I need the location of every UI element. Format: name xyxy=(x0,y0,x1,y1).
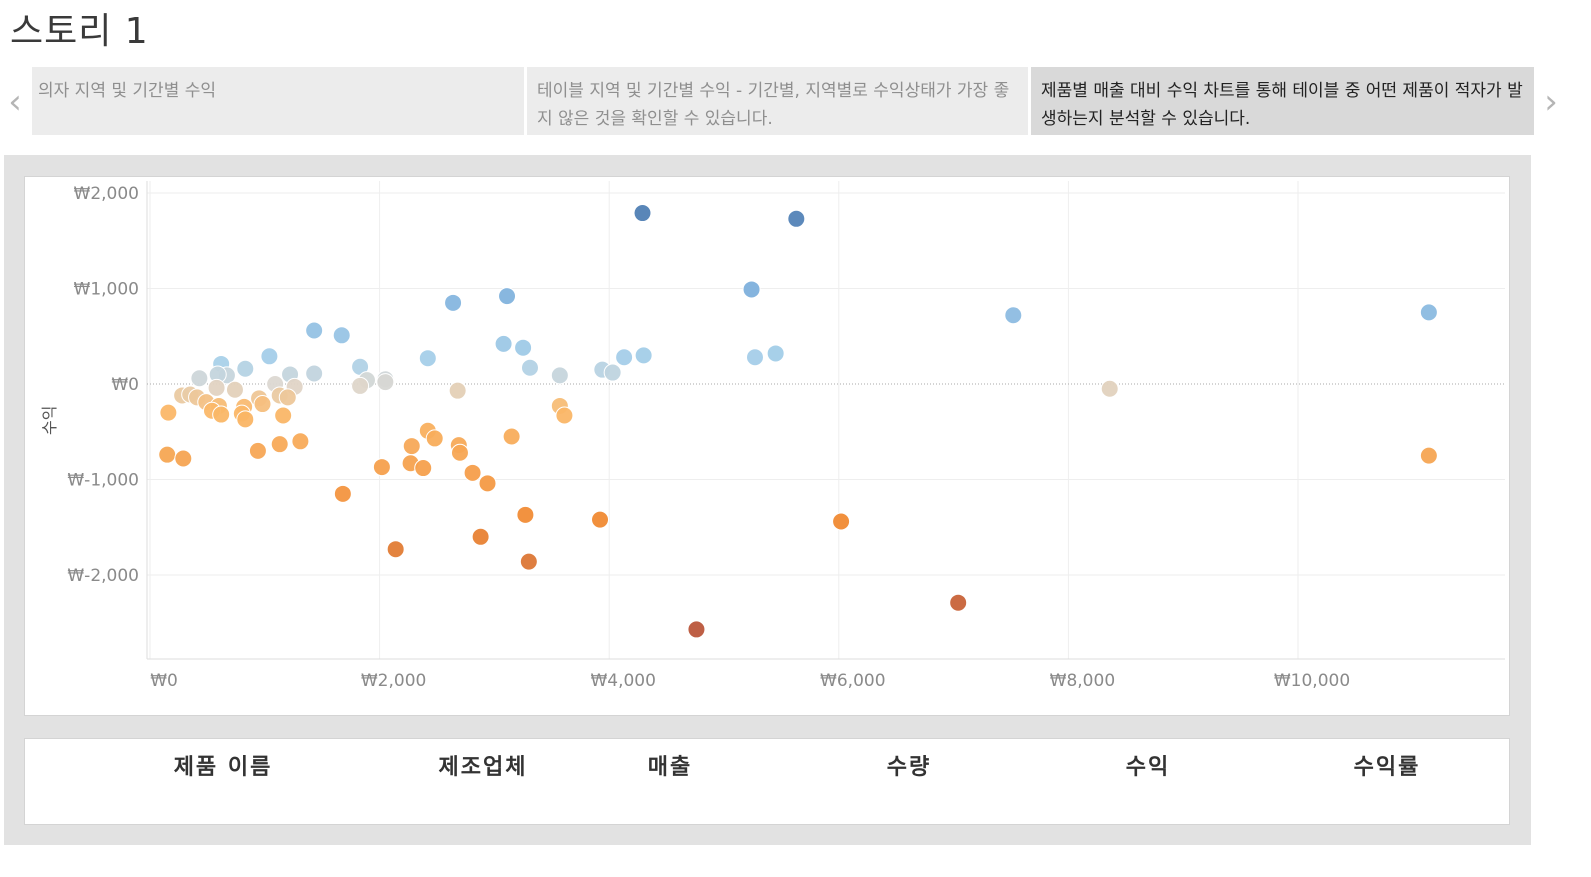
scatter-point xyxy=(253,395,272,414)
scatter-point xyxy=(555,406,574,425)
product-table-panel: 제품 이름 제조업체 매출 수량 수익 수익률 xyxy=(24,738,1510,825)
scatter-point xyxy=(550,366,569,385)
scatter-point xyxy=(633,204,652,223)
scatter-point xyxy=(190,369,209,388)
scatter-point xyxy=(291,432,310,451)
scatter-point xyxy=(278,388,297,407)
column-header-product-name[interactable]: 제품 이름 xyxy=(173,755,273,780)
scatter-point xyxy=(516,505,535,524)
scatter-point xyxy=(425,429,444,448)
x-tick-label: ₩0 xyxy=(150,671,178,691)
scatter-point xyxy=(386,540,405,559)
scatter-point xyxy=(444,293,463,312)
scatter-point xyxy=(1004,306,1023,325)
scatter-point xyxy=(615,348,634,367)
x-tick-label: ₩4,000 xyxy=(590,671,655,691)
scatter-point xyxy=(236,410,255,429)
scatter-point xyxy=(502,427,521,446)
column-header-manufacturer[interactable]: 제조업체 xyxy=(438,755,528,780)
scatter-point xyxy=(1419,303,1438,322)
scatter-point xyxy=(603,363,622,382)
scatter-point xyxy=(158,445,177,464)
scatter-point xyxy=(766,344,785,363)
scatter-point xyxy=(270,435,289,454)
story-point-1-label: 의자 지역 및 기간별 수익 xyxy=(38,81,217,101)
scatter-point xyxy=(591,510,610,529)
story-point-3-label: 제품별 매출 대비 수익 차트를 통해 테이블 중 어떤 제품이 적자가 발생하… xyxy=(1041,81,1523,129)
scatter-point xyxy=(949,593,968,612)
y-tick-label: ₩2,000 xyxy=(74,184,139,204)
scatter-point xyxy=(514,338,533,357)
scatter-point xyxy=(414,459,433,478)
x-tick-label: ₩10,000 xyxy=(1274,671,1350,691)
y-tick-label: ₩1,000 xyxy=(74,280,139,300)
scatter-point xyxy=(634,346,653,365)
scatter-point xyxy=(1419,446,1438,465)
scatter-point xyxy=(212,405,231,424)
column-header-profit-ratio[interactable]: 수익률 xyxy=(1353,755,1421,780)
scatter-point xyxy=(498,287,517,306)
column-header-profit[interactable]: 수익 xyxy=(1125,755,1171,780)
y-tick-label: ₩0 xyxy=(111,375,139,395)
scatter-point xyxy=(351,376,370,395)
x-tick-label: ₩2,000 xyxy=(361,671,426,691)
scatter-point xyxy=(463,463,482,482)
scatter-point xyxy=(305,321,324,340)
scatter-point xyxy=(1100,379,1119,398)
scatter-point xyxy=(402,437,421,456)
scatter-point xyxy=(687,620,706,639)
y-tick-label: ₩-2,000 xyxy=(67,566,139,586)
scatter-point xyxy=(260,347,279,366)
scatter-point xyxy=(448,381,467,400)
scatter-point xyxy=(174,449,193,468)
chevron-left-icon[interactable]: ‹ xyxy=(8,82,22,122)
scatter-point xyxy=(159,403,178,422)
x-tick-label: ₩8,000 xyxy=(1050,671,1115,691)
story-point-3[interactable]: 제품별 매출 대비 수익 차트를 통해 테이블 중 어떤 제품이 적자가 발생하… xyxy=(1031,67,1534,135)
story-point-1[interactable]: 의자 지역 및 기간별 수익 xyxy=(32,67,524,135)
scatter-point xyxy=(471,527,490,546)
y-tick-label: ₩-1,000 xyxy=(67,471,139,491)
scatter-point xyxy=(274,406,293,425)
scatter-point xyxy=(450,443,469,462)
scatter-point xyxy=(745,348,764,367)
scatter-point xyxy=(248,441,267,460)
scatter-point xyxy=(333,484,352,503)
scatter-point xyxy=(418,349,437,368)
chevron-right-icon[interactable]: › xyxy=(1544,82,1558,122)
scatter-point xyxy=(372,458,391,477)
scatter-point xyxy=(478,474,497,493)
scatter-point xyxy=(742,280,761,299)
scatter-point xyxy=(305,364,324,383)
scatter-point xyxy=(225,380,244,399)
story-point-2-label: 테이블 지역 및 기간별 수익 - 기간별, 지역별로 수익상태가 가장 좋지 … xyxy=(537,81,1010,129)
story-point-2[interactable]: 테이블 지역 및 기간별 수익 - 기간별, 지역별로 수익상태가 가장 좋지 … xyxy=(527,67,1028,135)
scatter-point xyxy=(236,359,255,378)
scatter-point xyxy=(519,552,538,571)
story-title: 스토리 1 xyxy=(10,11,149,52)
scatter-point xyxy=(207,378,226,397)
scatter-chart[interactable]: ₩2,000 ₩1,000 ₩0 ₩-1,000 ₩-2,000 ₩0 ₩2,000 ₩4,0… xyxy=(25,177,1509,715)
scatter-point xyxy=(520,358,539,377)
scatter-point xyxy=(832,512,851,531)
scatter-chart-panel: ₩2,000 ₩1,000 ₩0 ₩-1,000 ₩-2,000 ₩0 ₩2,000 ₩4,0… xyxy=(24,176,1510,716)
scatter-point xyxy=(332,326,351,345)
scatter-point xyxy=(494,334,513,353)
x-tick-label: ₩6,000 xyxy=(820,671,885,691)
scatter-point xyxy=(787,209,806,228)
scatter-point xyxy=(376,373,395,392)
y-axis-title: 수익 xyxy=(40,406,59,435)
column-header-sales[interactable]: 매출 xyxy=(647,755,693,780)
column-header-quantity[interactable]: 수량 xyxy=(886,755,932,780)
